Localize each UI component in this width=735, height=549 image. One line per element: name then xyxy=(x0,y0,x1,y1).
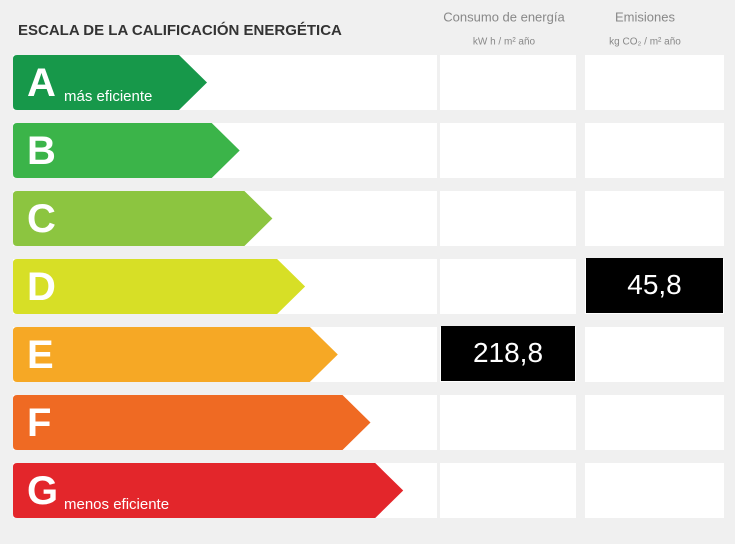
column-unit: kW h / m² año xyxy=(473,37,536,48)
cell xyxy=(440,395,576,450)
rating-arrow xyxy=(13,463,404,518)
cell xyxy=(440,463,576,518)
rating-letter: A xyxy=(27,61,56,105)
watermark: habitaclia xyxy=(319,255,421,282)
cell xyxy=(585,55,724,110)
rating-value: 218,8 xyxy=(473,337,543,368)
rating-letter: E xyxy=(27,333,54,377)
column-title: Emisiones xyxy=(615,9,675,24)
rating-arrow xyxy=(13,123,240,178)
rating-letter: B xyxy=(27,129,56,173)
column-title: Consumo de energía xyxy=(443,9,565,24)
rating-letter: F xyxy=(27,401,51,445)
rating-arrow xyxy=(13,55,207,110)
cell xyxy=(440,123,576,178)
rating-value: 45,8 xyxy=(627,269,682,300)
cell xyxy=(585,327,724,382)
cell xyxy=(585,123,724,178)
cell xyxy=(440,55,576,110)
rating-box xyxy=(441,326,575,381)
cell xyxy=(585,463,724,518)
rating-note: menos eficiente xyxy=(64,496,169,513)
rating-arrow xyxy=(13,191,273,246)
rating-arrow xyxy=(13,259,306,314)
cell xyxy=(440,191,576,246)
cell xyxy=(440,259,576,314)
rating-arrow xyxy=(13,395,371,450)
cell xyxy=(585,191,724,246)
rating-box xyxy=(586,258,723,313)
column-unit: kg CO₂ / m² año xyxy=(609,37,681,48)
rating-letter: G xyxy=(27,469,58,513)
rating-letter: C xyxy=(27,197,56,241)
title: ESCALA DE LA CALIFICACIÓN ENERGÉTICA xyxy=(18,21,342,39)
cell xyxy=(585,395,724,450)
rating-letter: D xyxy=(27,265,56,309)
rating-arrow xyxy=(13,327,338,382)
rating-note: más eficiente xyxy=(64,88,152,105)
